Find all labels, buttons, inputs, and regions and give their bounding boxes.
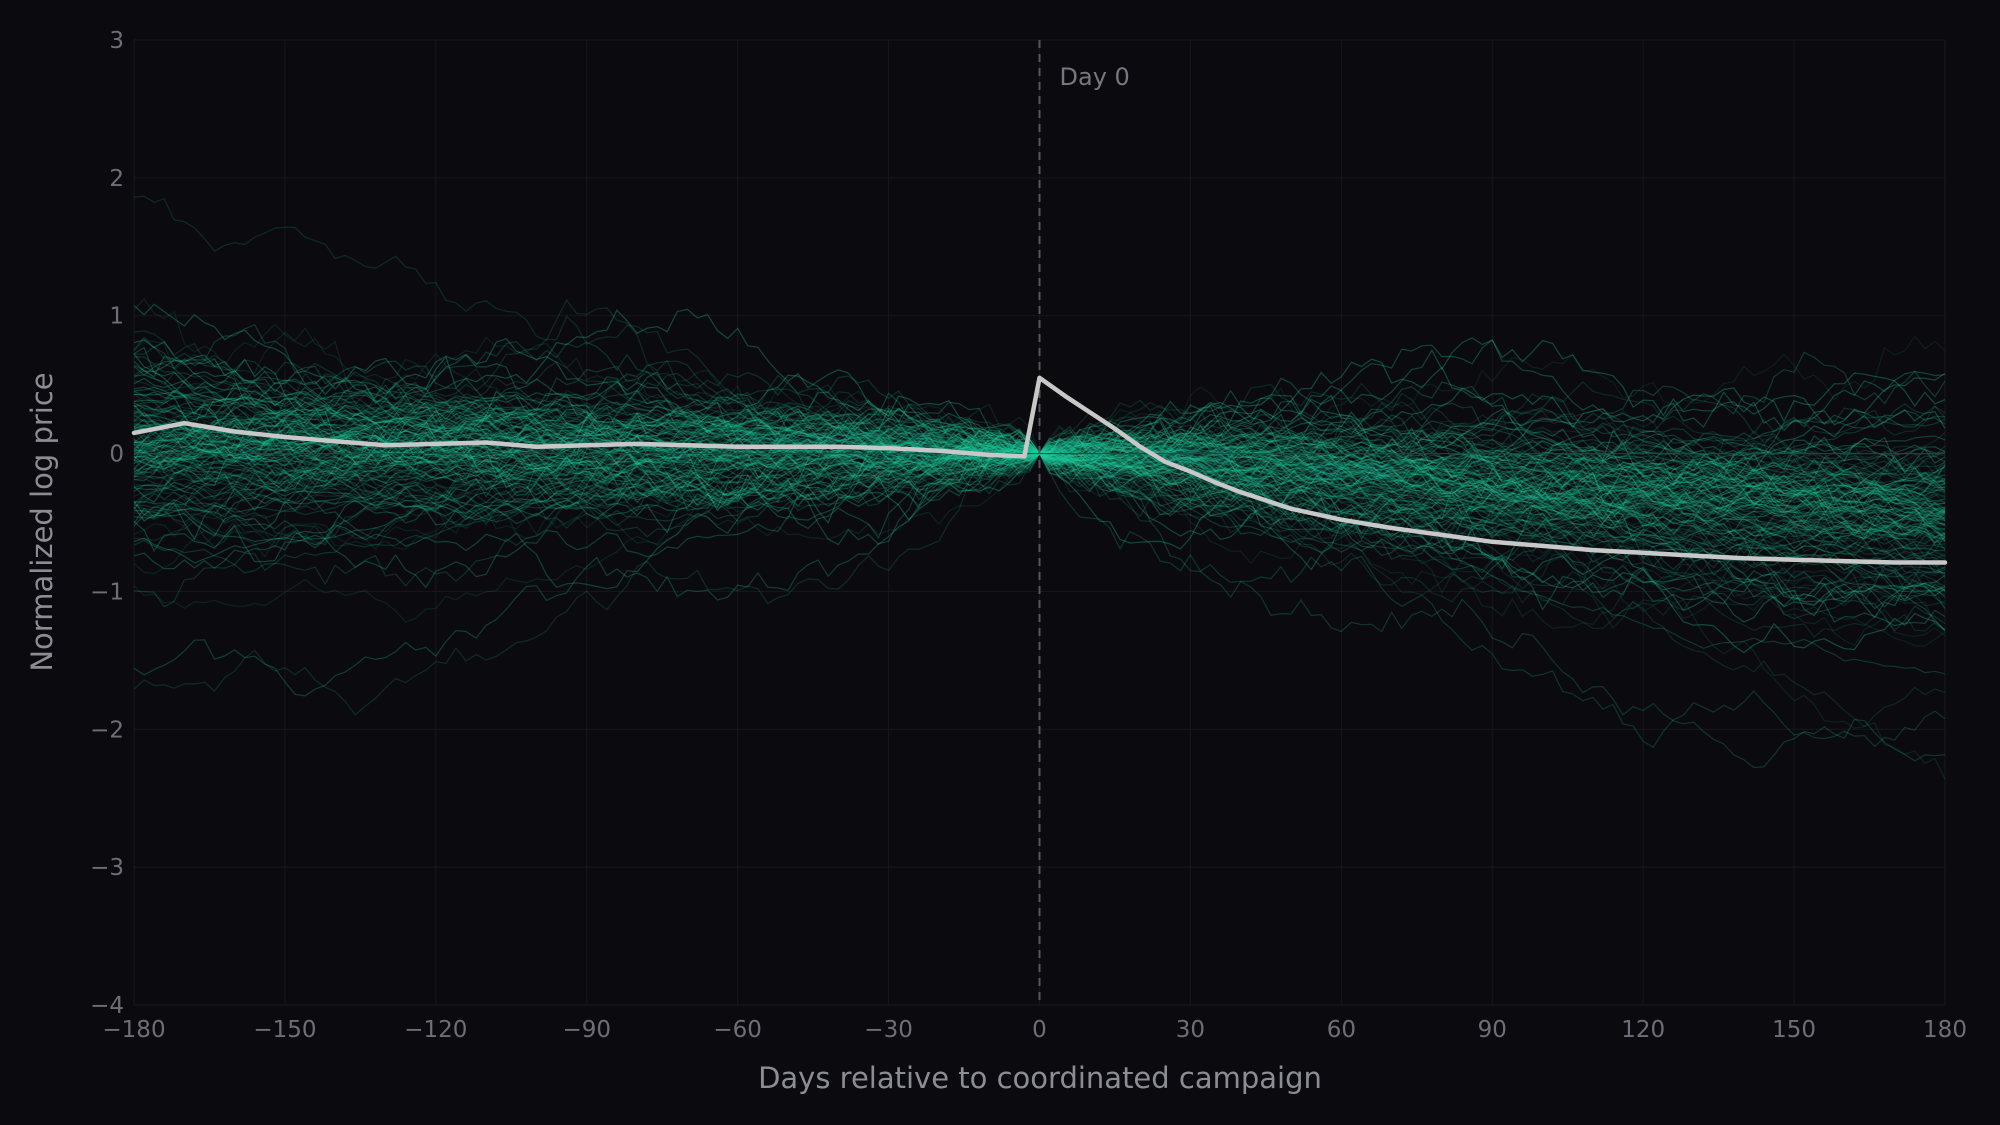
y-axis-label: Normalized log price xyxy=(25,372,59,671)
x-tick-label: 150 xyxy=(1772,1017,1816,1043)
y-tick-label: −4 xyxy=(90,993,124,1019)
x-tick-label: −30 xyxy=(864,1017,913,1043)
y-tick-label: 1 xyxy=(109,304,124,330)
x-tick-label: −60 xyxy=(713,1017,762,1043)
y-tick-label: 3 xyxy=(109,28,124,54)
x-tick-label: 120 xyxy=(1621,1017,1665,1043)
x-tick-label: −180 xyxy=(102,1017,165,1043)
y-tick-label: −1 xyxy=(90,579,124,605)
x-tick-label: 30 xyxy=(1176,1017,1205,1043)
x-tick-label: 90 xyxy=(1478,1017,1507,1043)
x-tick-label: 60 xyxy=(1327,1017,1356,1043)
y-tick-label: 2 xyxy=(109,166,124,192)
x-tick-label: 180 xyxy=(1923,1017,1967,1043)
x-tick-label: −150 xyxy=(253,1017,316,1043)
x-axis-ticks: −180 −150 −120 −90 −60 −30 0 30 60 90 120 150 180 xyxy=(102,1017,1967,1043)
x-axis-label: Days relative to coordinated campaign xyxy=(758,1061,1322,1095)
x-tick-label: −120 xyxy=(404,1017,467,1043)
y-axis-ticks: 3 2 1 0 −1 −2 −3 −4 xyxy=(90,28,124,1019)
x-tick-label: −90 xyxy=(562,1017,611,1043)
y-tick-label: −3 xyxy=(90,855,124,881)
x-tick-label: 0 xyxy=(1032,1017,1047,1043)
y-tick-label: −2 xyxy=(90,717,124,743)
mean-series-line xyxy=(131,375,1948,565)
day-zero-annotation: Day 0 xyxy=(1060,63,1130,91)
y-tick-label: 0 xyxy=(109,442,124,468)
